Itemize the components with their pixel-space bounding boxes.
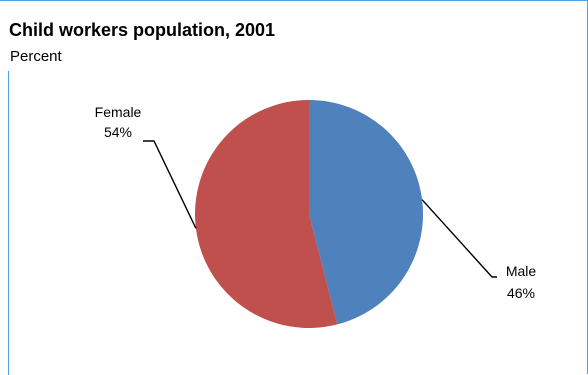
female-leader-line <box>143 140 197 229</box>
pie-slices <box>195 100 424 328</box>
pie-leader-lines <box>143 140 497 278</box>
frame-left-rule <box>8 71 9 375</box>
female-slice-name: Female <box>95 104 142 120</box>
male-slice-name: Male <box>506 263 537 279</box>
pie-data-labels: Female 54% Male 46% <box>95 104 537 301</box>
male-pie-slice <box>309 100 424 325</box>
chart-title: Child workers population, 2001 <box>9 20 276 40</box>
male-leader-line <box>421 199 497 278</box>
female-pie-slice <box>195 100 338 328</box>
female-slice-percent: 54% <box>104 124 132 140</box>
male-slice-percent: 46% <box>507 285 535 301</box>
chart-subtitle: Percent <box>10 48 62 65</box>
